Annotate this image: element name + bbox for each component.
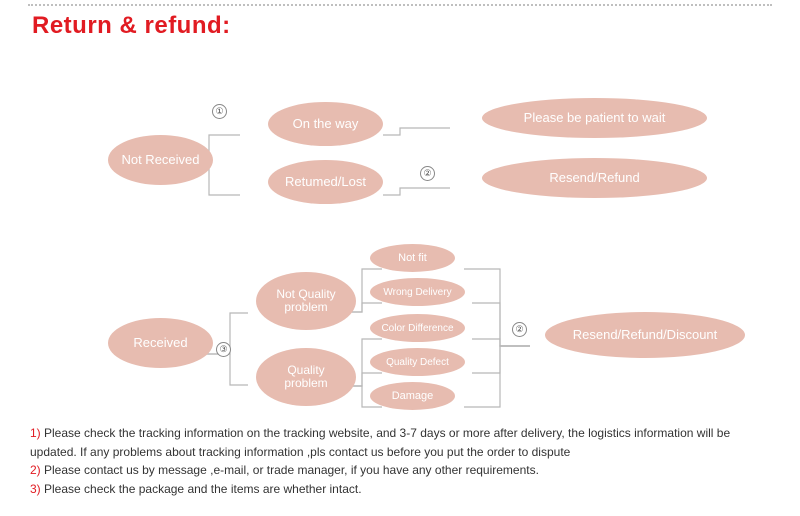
note-text: Please check the package and the items a… <box>44 482 362 496</box>
notes-block: 1) Please check the tracking information… <box>30 424 770 498</box>
note-line: 3) Please check the package and the item… <box>30 480 770 499</box>
flow-connector <box>383 188 450 195</box>
note-number: 2) <box>30 463 44 477</box>
note-text: Please contact us by message ,e-mail, or… <box>44 463 539 477</box>
flow-node-returned_lost: Retumed/Lost <box>268 160 383 204</box>
flow-node-quality: Quality problem <box>256 348 356 406</box>
flow-node-resend_discount: Resend/Refund/Discount <box>545 312 745 358</box>
flow-node-damage: Damage <box>370 382 455 410</box>
flow-node-color_diff: Color Difference <box>370 314 465 342</box>
flow-node-quality_defect: Quality Defect <box>370 348 465 376</box>
flow-step-badge: ③ <box>216 342 231 357</box>
note-line: 1) Please check the tracking information… <box>30 424 770 461</box>
flow-node-not_fit: Not fit <box>370 244 455 272</box>
note-text: Please check the tracking information on… <box>30 426 730 459</box>
flow-connector <box>209 135 240 170</box>
flow-connector <box>464 346 530 407</box>
flow-step-badge: ② <box>420 166 435 181</box>
note-number: 3) <box>30 482 44 496</box>
flow-connector <box>383 128 450 135</box>
flow-node-be_patient: Please be patient to wait <box>482 98 707 138</box>
flow-node-wrong_delivery: Wrong Delivery <box>370 278 465 306</box>
flow-canvas: Not Received On the way Retumed/Lost Please… <box>0 40 800 420</box>
note-line: 2) Please contact us by message ,e-mail,… <box>30 461 770 480</box>
flow-step-badge: ② <box>512 322 527 337</box>
flow-connector <box>472 346 530 373</box>
top-dotted-divider <box>28 4 772 6</box>
flow-node-not_received: Not Received <box>108 135 213 185</box>
flow-step-badge: ① <box>212 104 227 119</box>
flow-node-resend_refund: Resend/Refund <box>482 158 707 198</box>
flow-node-on_the_way: On the way <box>268 102 383 146</box>
page-title: Return & refund: <box>32 12 800 40</box>
flow-node-received: Received <box>108 318 213 368</box>
flow-connector <box>209 170 240 195</box>
flow-connector <box>206 354 248 385</box>
note-number: 1) <box>30 426 44 440</box>
flow-connector <box>472 339 530 346</box>
flow-node-not_quality: Not Quality problem <box>256 272 356 330</box>
